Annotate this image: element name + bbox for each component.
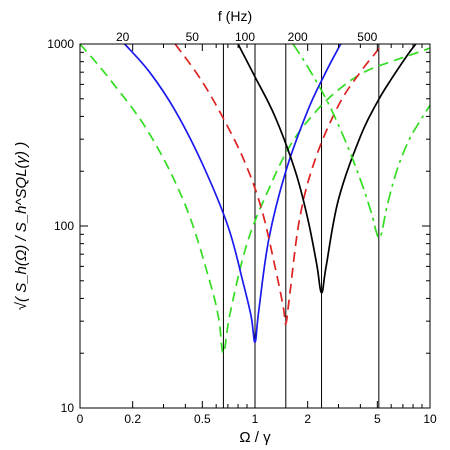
top-tick-label: 50 (186, 30, 200, 44)
y-tick-label: 100 (54, 219, 74, 233)
x-tick-label: 2 (304, 412, 311, 426)
top-tick-label: 20 (116, 30, 130, 44)
chart-marks (80, 44, 430, 408)
top-tick-label: 500 (357, 30, 377, 44)
x-tick-label: 0.5 (194, 412, 211, 426)
top-axis-title: f (Hz) (218, 8, 252, 24)
x-tick-label: 0.2 (124, 412, 141, 426)
series-line-4 (237, 44, 417, 294)
series-line-5 (292, 44, 430, 239)
axis-ticks (79, 44, 430, 409)
x-tick-label: 0 (77, 412, 84, 426)
top-tick-label: 200 (288, 30, 308, 44)
series-line-2 (124, 44, 342, 344)
axis-tick-labels: 0 0.2 0.5 1 2 5 10 20 50 100 200 500 10 100 1000 (47, 30, 437, 426)
series-line-3 (174, 44, 383, 326)
y-tick-label: 1000 (47, 37, 74, 51)
x-tick-label: 1 (252, 412, 259, 426)
x-tick-label: 10 (423, 412, 437, 426)
y-tick-label: 10 (61, 401, 75, 415)
x-axis-title: Ω / γ (239, 429, 271, 446)
top-tick-label: 100 (235, 30, 255, 44)
y-axis-title: √( S_h(Ω) / S_h^SQL(γ) ) (13, 142, 30, 310)
series-line-1 (80, 44, 430, 355)
x-tick-label: 5 (374, 412, 381, 426)
